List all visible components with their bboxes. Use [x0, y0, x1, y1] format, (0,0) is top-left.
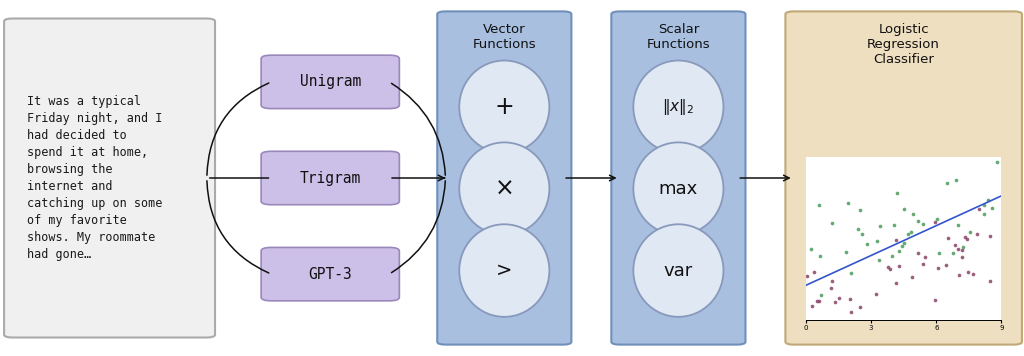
FancyBboxPatch shape	[611, 11, 745, 345]
Text: Trigram: Trigram	[300, 171, 360, 185]
Ellipse shape	[633, 224, 723, 317]
Text: ×: ×	[495, 177, 514, 201]
Ellipse shape	[459, 224, 549, 317]
FancyBboxPatch shape	[261, 151, 399, 205]
FancyBboxPatch shape	[261, 247, 399, 301]
Text: max: max	[658, 180, 698, 198]
Text: It was a typical
Friday night, and I
had decided to
spend it at home,
browsing t: It was a typical Friday night, and I had…	[27, 95, 162, 261]
Text: Vector
Functions: Vector Functions	[472, 23, 537, 51]
Ellipse shape	[459, 61, 549, 153]
FancyBboxPatch shape	[437, 11, 571, 345]
FancyBboxPatch shape	[261, 55, 399, 109]
Text: >: >	[497, 261, 512, 280]
Ellipse shape	[459, 142, 549, 235]
FancyBboxPatch shape	[785, 11, 1022, 345]
FancyBboxPatch shape	[4, 19, 215, 337]
Ellipse shape	[633, 142, 723, 235]
Text: Unigram: Unigram	[300, 74, 360, 89]
Text: Logistic
Regression
Classifier: Logistic Regression Classifier	[867, 23, 940, 66]
Text: var: var	[664, 262, 693, 279]
Ellipse shape	[633, 61, 723, 153]
Text: GPT-3: GPT-3	[308, 267, 352, 282]
Text: $\|x\|_2$: $\|x\|_2$	[663, 97, 694, 117]
Text: Scalar
Functions: Scalar Functions	[646, 23, 711, 51]
Text: +: +	[495, 95, 514, 119]
